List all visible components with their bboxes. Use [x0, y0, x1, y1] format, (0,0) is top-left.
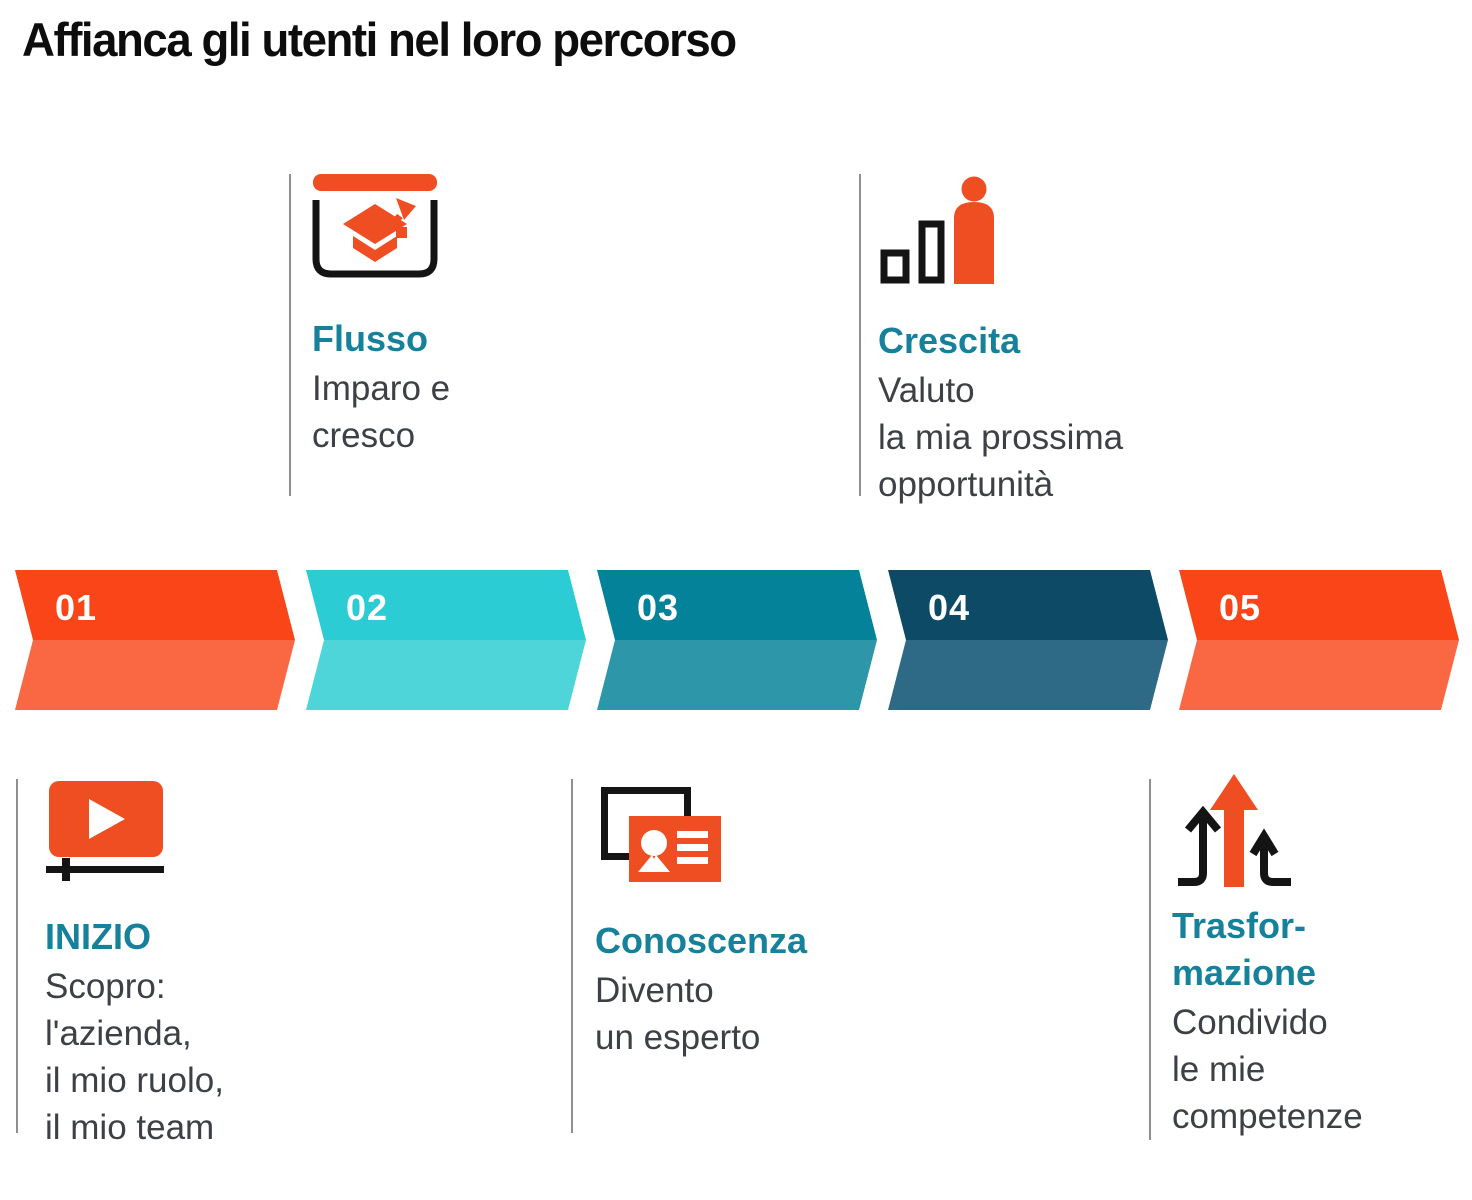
stage-body: Imparo e cresco [312, 369, 451, 455]
step-number: 05 [1219, 587, 1262, 628]
learning-window-icon [312, 174, 438, 278]
stage-item-inizio: INIZIO Scopro: l'azienda, il mio ruolo, … [16, 779, 224, 1147]
stage-icon-box [878, 176, 1123, 317]
step-number: 01 [55, 587, 98, 628]
stage-heading: INIZIO [45, 916, 151, 957]
timeline-step-03: 03 [597, 570, 877, 710]
stage-icon-box [1172, 768, 1363, 902]
stage-item-trasformazione: Trasfor- mazione Condivido le mie compet… [1149, 774, 1363, 1140]
stage-heading: Conoscenza [595, 920, 808, 961]
stage-icon-box [312, 174, 450, 315]
stage-item-flusso: Flusso Imparo e cresco [289, 174, 450, 496]
stage-heading: Trasfor- mazione [1172, 905, 1317, 993]
stage-icon-box [595, 783, 807, 917]
timeline-step-05: 05 [1179, 570, 1459, 710]
stage-heading: Flusso [312, 318, 429, 359]
timeline-step-04: 04 [888, 570, 1168, 710]
stage-body: Divento un esperto [595, 971, 761, 1057]
stage-body: Valuto la mia prossima opportunità [878, 371, 1124, 504]
id-badge-icon [601, 787, 721, 882]
timeline-step-02: 02 [306, 570, 586, 710]
timeline-band: 01 02 03 04 05 [15, 570, 1459, 710]
transformation-arrows-icon [1178, 774, 1291, 887]
stage-body: Scopro: l'azienda, il mio ruolo, il mio … [45, 967, 224, 1147]
page-title: Affianca gli utenti nel loro percorso [22, 13, 737, 66]
stage-body: Condivido le mie competenze [1172, 1003, 1363, 1136]
growth-person-icon [880, 176, 994, 284]
stage-item-crescita: Crescita Valuto la mia prossima opportun… [859, 174, 1123, 504]
stage-icon-box [45, 779, 224, 913]
step-number: 03 [637, 587, 680, 628]
timeline-step-01: 01 [15, 570, 295, 710]
stage-heading: Crescita [878, 320, 1021, 361]
step-number: 02 [346, 587, 389, 628]
step-number: 04 [928, 587, 971, 628]
stage-item-conoscenza: Conoscenza Divento un esperto [571, 779, 807, 1133]
video-player-icon [46, 781, 164, 881]
